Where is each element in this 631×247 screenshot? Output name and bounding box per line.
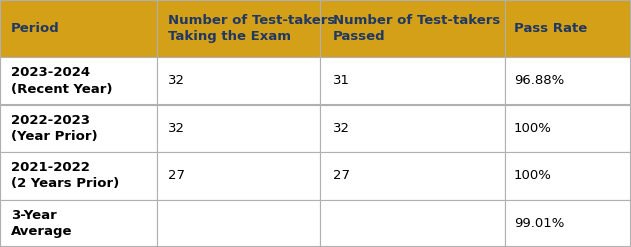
Bar bbox=[505, 152, 631, 200]
Text: 99.01%: 99.01% bbox=[514, 217, 564, 230]
Text: 2022-2023
(Year Prior): 2022-2023 (Year Prior) bbox=[11, 114, 98, 143]
Bar bbox=[505, 200, 631, 247]
Text: 96.88%: 96.88% bbox=[514, 74, 564, 87]
Bar bbox=[157, 200, 320, 247]
Text: 3-Year
Average: 3-Year Average bbox=[11, 208, 73, 238]
Text: 100%: 100% bbox=[514, 122, 551, 135]
Text: 27: 27 bbox=[333, 169, 350, 182]
Text: 2021-2022
(2 Years Prior): 2021-2022 (2 Years Prior) bbox=[11, 161, 119, 190]
Bar bbox=[0, 57, 157, 104]
Bar bbox=[505, 57, 631, 104]
Bar bbox=[157, 152, 320, 200]
Text: 32: 32 bbox=[168, 74, 186, 87]
Bar bbox=[320, 57, 505, 104]
Text: Number of Test-takers
Taking the Exam: Number of Test-takers Taking the Exam bbox=[168, 14, 336, 43]
Bar bbox=[157, 0, 320, 57]
Text: 32: 32 bbox=[168, 122, 186, 135]
Bar bbox=[320, 104, 505, 152]
Bar bbox=[0, 0, 157, 57]
Text: Pass Rate: Pass Rate bbox=[514, 22, 587, 35]
Text: Number of Test-takers
Passed: Number of Test-takers Passed bbox=[333, 14, 500, 43]
Text: 31: 31 bbox=[333, 74, 350, 87]
Text: 32: 32 bbox=[333, 122, 350, 135]
Text: Period: Period bbox=[11, 22, 60, 35]
Text: 27: 27 bbox=[168, 169, 186, 182]
Bar bbox=[320, 0, 505, 57]
Bar bbox=[320, 152, 505, 200]
Bar bbox=[505, 0, 631, 57]
Bar bbox=[505, 104, 631, 152]
Text: 100%: 100% bbox=[514, 169, 551, 182]
Bar bbox=[157, 104, 320, 152]
Bar bbox=[0, 152, 157, 200]
Bar bbox=[0, 200, 157, 247]
Bar bbox=[0, 104, 157, 152]
Bar bbox=[320, 200, 505, 247]
Text: 2023-2024
(Recent Year): 2023-2024 (Recent Year) bbox=[11, 66, 112, 96]
Bar bbox=[157, 57, 320, 104]
